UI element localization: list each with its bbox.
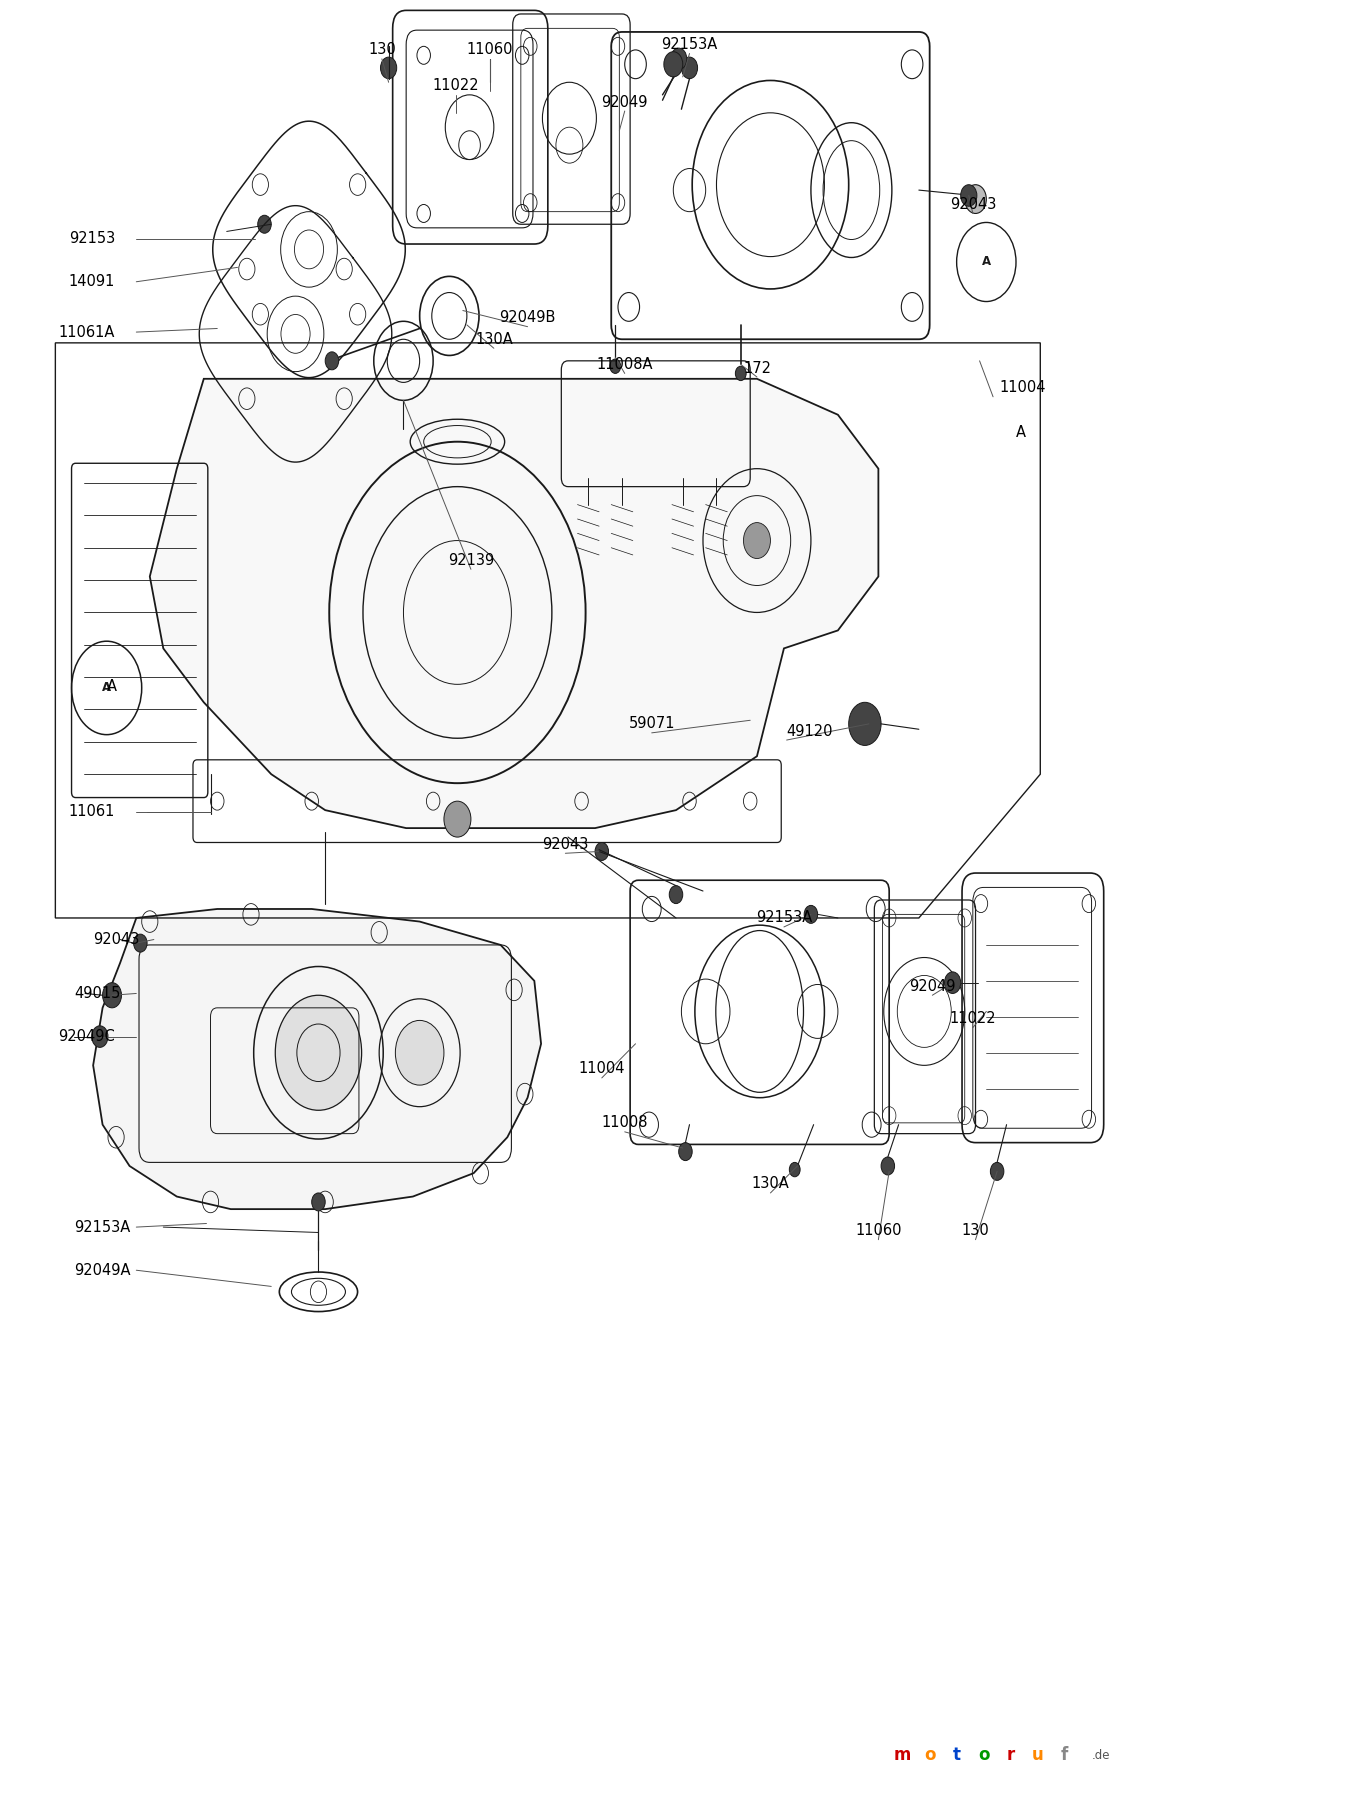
Text: 49120: 49120 [787, 724, 833, 738]
Circle shape [681, 58, 698, 79]
Text: 92049: 92049 [909, 979, 956, 994]
Text: 92153A: 92153A [74, 1220, 131, 1235]
Text: o: o [977, 1746, 990, 1764]
Text: A: A [1015, 425, 1026, 441]
Circle shape [735, 365, 746, 380]
Circle shape [312, 1193, 326, 1211]
Text: 92139: 92139 [448, 553, 493, 567]
Circle shape [849, 702, 882, 745]
Text: .de: .de [1091, 1750, 1110, 1762]
Text: 92043: 92043 [93, 932, 139, 947]
Text: 11022: 11022 [433, 79, 480, 94]
Text: 92049C: 92049C [58, 1030, 115, 1044]
Polygon shape [150, 378, 879, 828]
Circle shape [882, 1157, 895, 1175]
Text: 92049: 92049 [602, 95, 648, 110]
Circle shape [276, 995, 361, 1111]
Circle shape [595, 842, 608, 860]
Text: 130: 130 [368, 43, 396, 58]
Text: 11022: 11022 [949, 1012, 996, 1026]
Circle shape [991, 1163, 1005, 1181]
Text: 92049A: 92049A [74, 1264, 131, 1278]
Circle shape [679, 1143, 692, 1161]
Circle shape [669, 886, 683, 904]
Text: r: r [1006, 1746, 1015, 1764]
Polygon shape [93, 909, 541, 1210]
Text: 11008A: 11008A [596, 356, 653, 373]
Text: 172: 172 [744, 360, 771, 376]
Circle shape [610, 358, 621, 373]
Circle shape [134, 934, 147, 952]
Text: 49015: 49015 [74, 986, 120, 1001]
Text: 11008: 11008 [602, 1116, 648, 1130]
Text: u: u [1032, 1746, 1044, 1764]
Text: 92153: 92153 [69, 230, 115, 247]
Circle shape [664, 52, 683, 77]
Text: 92043: 92043 [542, 837, 588, 851]
Text: 130: 130 [961, 1224, 990, 1238]
Text: 92049B: 92049B [499, 310, 556, 326]
Text: 11060: 11060 [466, 43, 512, 58]
Text: 11060: 11060 [854, 1224, 902, 1238]
Text: A: A [982, 256, 991, 268]
Text: 92153A: 92153A [661, 38, 718, 52]
Text: 130A: 130A [752, 1177, 790, 1192]
Circle shape [790, 1163, 800, 1177]
Text: 92153A: 92153A [756, 911, 813, 925]
Circle shape [671, 49, 687, 70]
Text: 14091: 14091 [69, 274, 115, 290]
Circle shape [395, 1021, 443, 1085]
Text: m: m [894, 1746, 911, 1764]
Circle shape [380, 58, 396, 79]
Text: 130A: 130A [475, 331, 512, 347]
Text: A: A [107, 679, 118, 693]
Text: f: f [1061, 1746, 1068, 1764]
Circle shape [804, 905, 818, 923]
Text: 11004: 11004 [579, 1062, 625, 1076]
Circle shape [443, 801, 470, 837]
Circle shape [961, 185, 977, 207]
Text: 11061A: 11061A [58, 324, 115, 340]
Circle shape [258, 216, 272, 234]
Text: 92043: 92043 [949, 196, 996, 212]
Text: o: o [923, 1746, 936, 1764]
Circle shape [103, 983, 122, 1008]
Circle shape [945, 972, 961, 994]
Text: 59071: 59071 [629, 716, 675, 731]
Text: t: t [953, 1746, 961, 1764]
Circle shape [965, 185, 987, 214]
Circle shape [92, 1026, 108, 1048]
Text: 11061: 11061 [69, 805, 115, 819]
Circle shape [326, 351, 339, 369]
Circle shape [744, 522, 771, 558]
Text: 11004: 11004 [1000, 380, 1046, 396]
Text: A: A [101, 682, 111, 695]
